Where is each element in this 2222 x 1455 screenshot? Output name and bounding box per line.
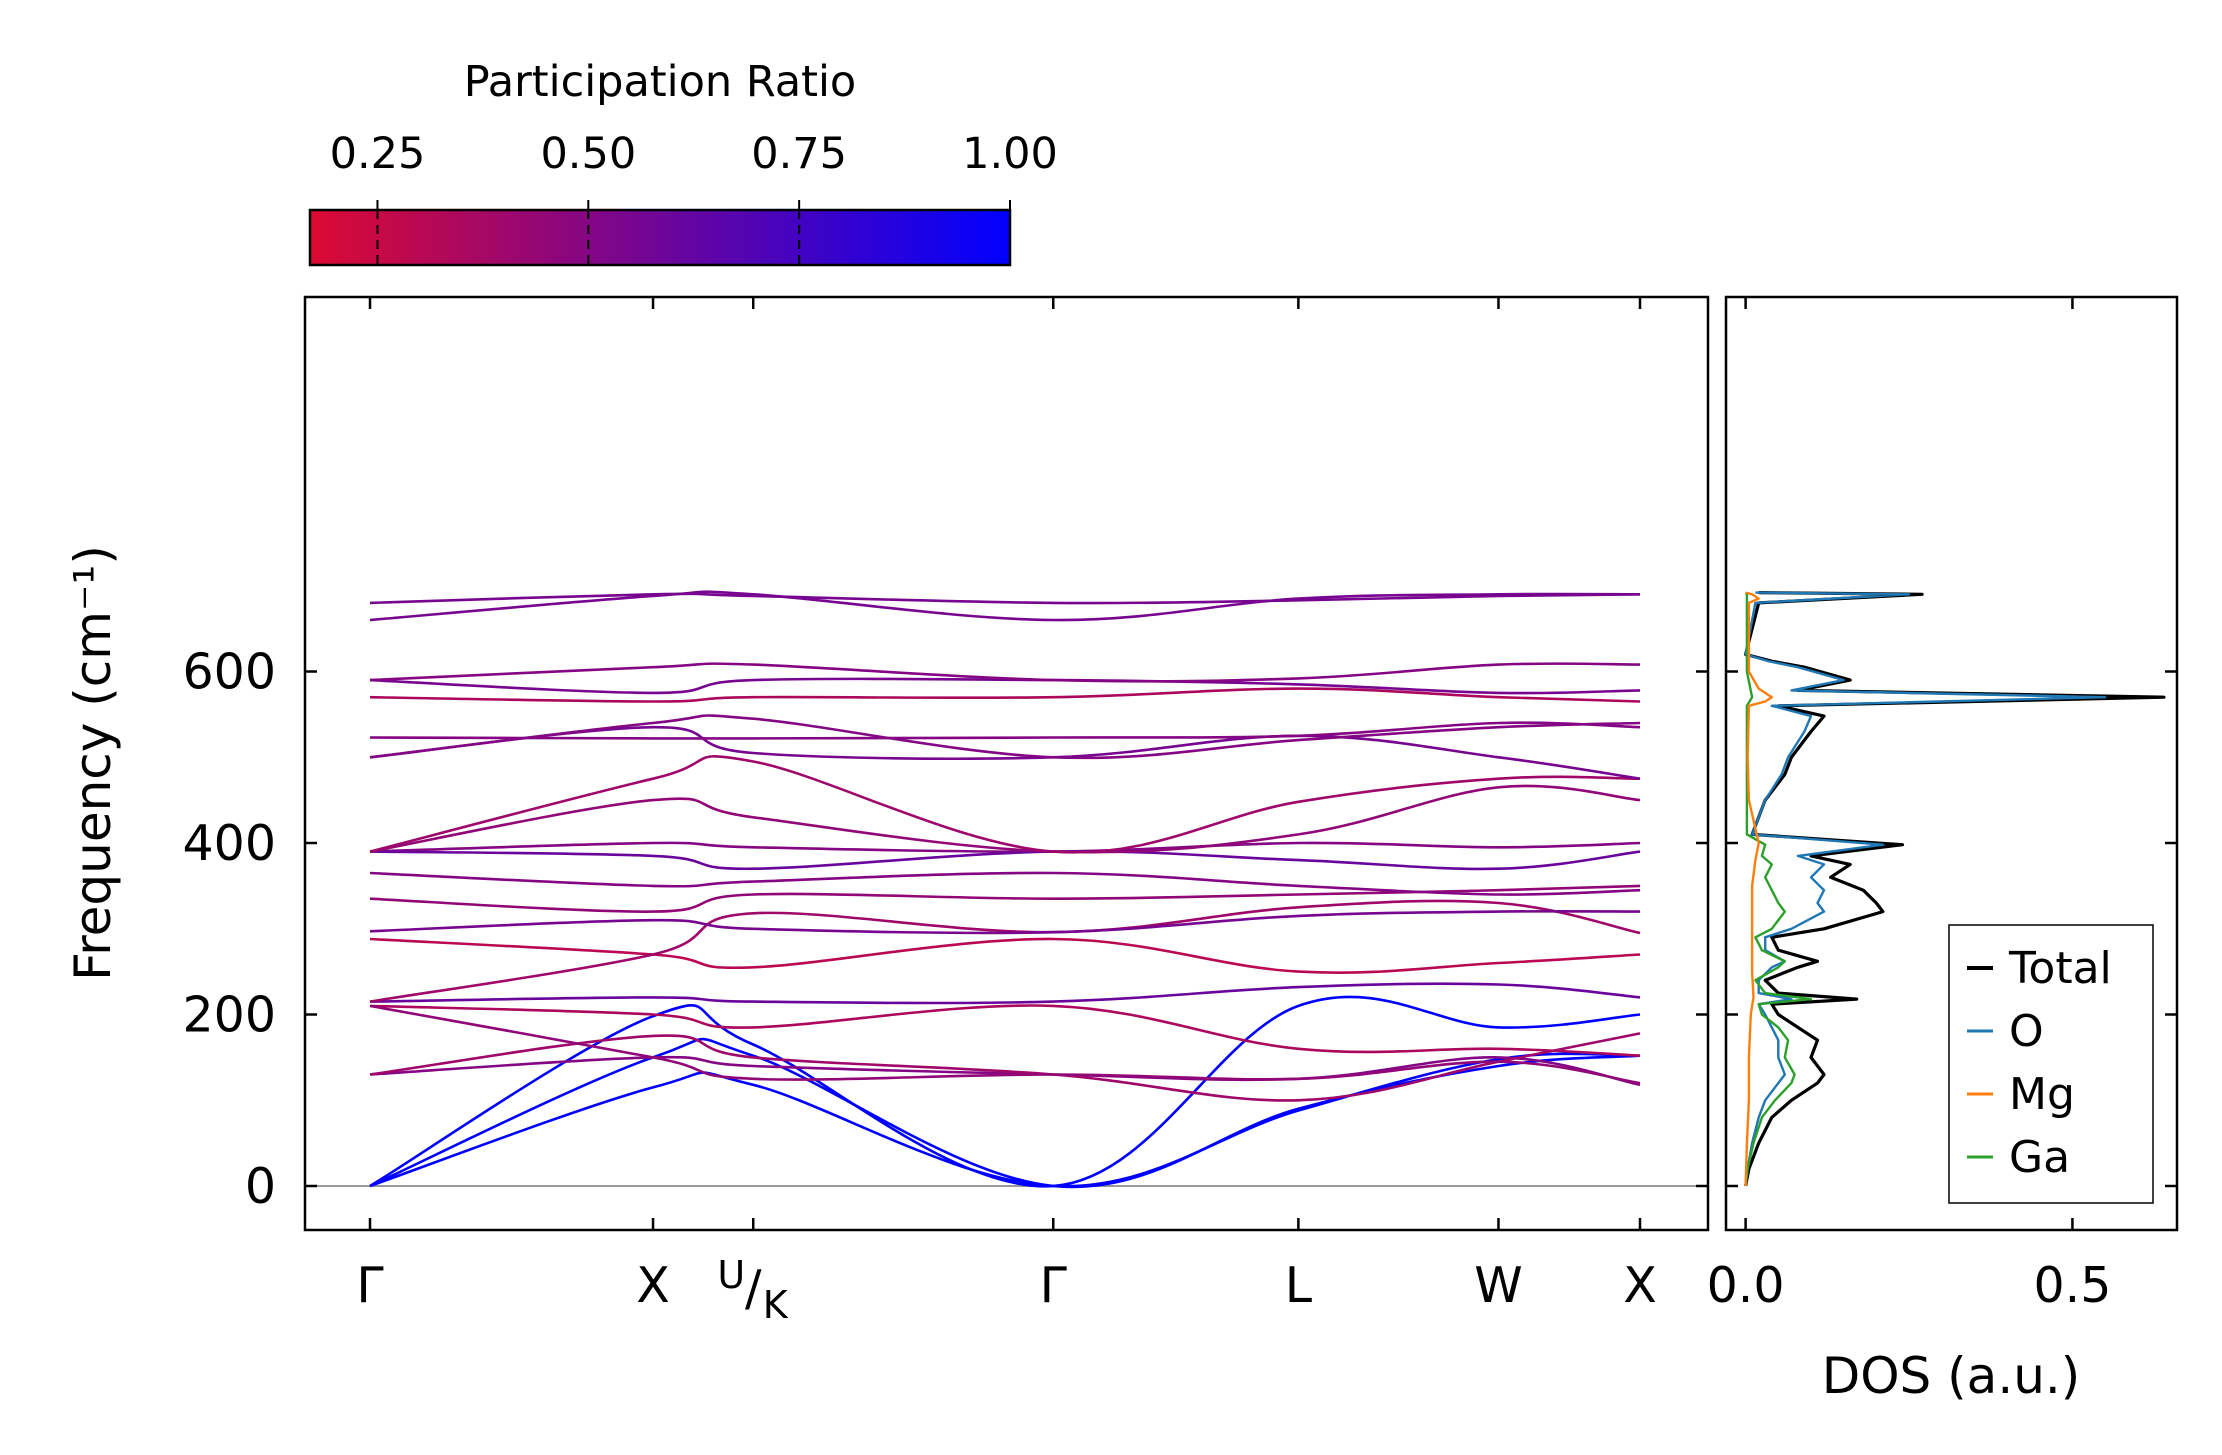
- phonon-band: [369, 590, 1641, 622]
- dos-curves: [1743, 591, 2166, 1187]
- legend-label: O: [2009, 1006, 2044, 1057]
- dos-curve-ga: [1744, 591, 1813, 1187]
- frequency-axis: 0 200 400 600: [182, 644, 1708, 1215]
- dos-plot-frame: [1724, 295, 2179, 1232]
- phonon-band: [369, 899, 1641, 1003]
- frequency-tick-label: 400: [182, 815, 276, 872]
- phonon-band: [369, 1037, 1641, 1189]
- phonon-band: [369, 755, 1641, 854]
- frequency-tick-label: 600: [182, 644, 276, 701]
- colorbar-ticks: 0.25 0.50 0.75 1.00: [330, 129, 1058, 265]
- colorbar-tick-label: 1.00: [962, 129, 1058, 179]
- kpoint-label-k: K: [763, 1283, 789, 1327]
- dos-curve-o: [1744, 591, 2107, 1187]
- phonon-band: [369, 784, 1641, 854]
- colorbar-tick-label: 0.50: [540, 129, 636, 179]
- colorbar-tick-label: 0.25: [330, 129, 426, 179]
- band-structure-panel: 0 200 400 600 Γ X Γ L W X U / K Frequency (cm⁻¹): [64, 295, 1710, 1327]
- phonon-band: [369, 850, 1641, 871]
- dos-axes: 0.0 0.5: [1707, 297, 2177, 1314]
- phonon-band: [369, 982, 1641, 1005]
- phonon-band: [369, 937, 1641, 974]
- kpoint-axis: Γ X Γ L W X U / K: [356, 297, 1657, 1327]
- legend-items: Total O Mg Ga: [1967, 943, 2112, 1183]
- frequency-axis-title: Frequency (cm⁻¹): [64, 545, 122, 981]
- kpoint-label-slash: /: [745, 1260, 762, 1317]
- colorbar-title: Participation Ratio: [464, 57, 857, 107]
- colorbar-bar: [308, 208, 1012, 267]
- frequency-tick-label: 0: [245, 1158, 276, 1215]
- phonon-band: [369, 995, 1641, 1188]
- phonon-band: [369, 884, 1641, 913]
- phonon-band: [369, 677, 1641, 695]
- legend: Total O Mg Ga: [1948, 924, 2154, 1204]
- phonon-bands: [369, 590, 1641, 1189]
- phonon-band: [369, 1052, 1641, 1188]
- kpoint-label: Γ: [1040, 1257, 1068, 1314]
- phonon-band: [369, 662, 1641, 683]
- legend-label: Mg: [2009, 1069, 2075, 1120]
- kpoint-label: X: [1623, 1257, 1657, 1314]
- frequency-tick-label: 200: [182, 987, 276, 1044]
- legend-label: Total: [2008, 943, 2112, 994]
- colorbar: Participation Ratio 0.25 0.50 0.75 1.00: [308, 57, 1058, 267]
- phonon-band: [369, 1004, 1641, 1057]
- kpoint-label: Γ: [356, 1257, 384, 1314]
- kpoint-label: X: [636, 1257, 670, 1314]
- phonon-band: [369, 1032, 1641, 1102]
- phonon-band: [369, 721, 1641, 740]
- phonon-band: [369, 725, 1641, 780]
- kpoint-label: W: [1474, 1257, 1522, 1314]
- kpoint-label-u: U: [717, 1253, 745, 1297]
- dos-panel: 0.0 0.5 DOS (a.u.) Total O Mg Ga: [1707, 295, 2179, 1405]
- kpoint-label: L: [1285, 1257, 1313, 1314]
- band-plot-frame: [303, 295, 1710, 1232]
- phonon-band: [369, 1004, 1641, 1085]
- colorbar-tick-label: 0.75: [751, 129, 847, 179]
- dos-axis-title: DOS (a.u.): [1822, 1347, 2081, 1405]
- legend-label: Ga: [2009, 1132, 2070, 1183]
- phonon-band: [369, 909, 1641, 935]
- dos-curve-mg: [1744, 591, 1774, 1187]
- phonon-band: [369, 871, 1641, 896]
- phonon-band: [369, 592, 1641, 605]
- phonon-band: [369, 714, 1641, 760]
- dos-tick-label: 0.5: [2033, 1257, 2111, 1314]
- dos-tick-label: 0.0: [1707, 1257, 1785, 1314]
- phonon-band: [369, 687, 1641, 703]
